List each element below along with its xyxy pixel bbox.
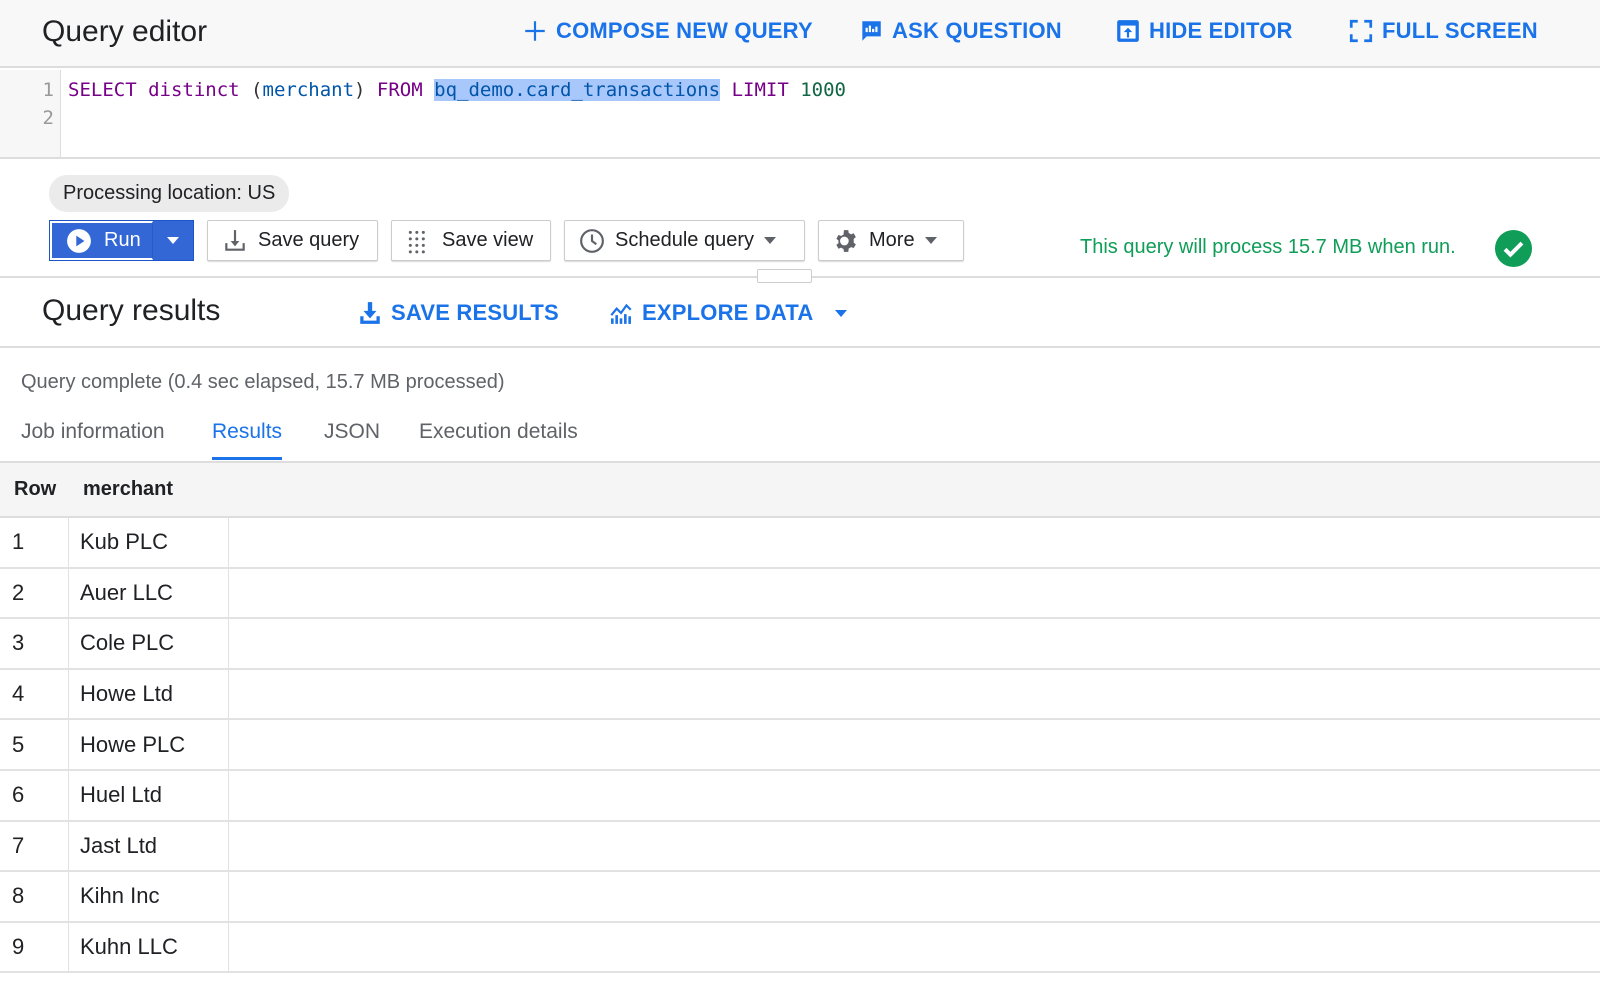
clock-icon <box>580 228 604 253</box>
merchant-cell[interactable]: Kihn Inc <box>69 872 229 921</box>
sql-editor[interactable]: 1 2 SELECT distinct (merchant) FROM bq_d… <box>0 70 1600 159</box>
more-button[interactable]: More <box>818 220 964 261</box>
table-row[interactable]: 4 Howe Ltd <box>0 669 1600 721</box>
download-icon <box>360 302 380 324</box>
results-header: Query results SAVE RESULTS EXPLORE DATA <box>0 276 1600 348</box>
plus-icon <box>525 21 545 41</box>
line-number: 1 <box>42 79 54 101</box>
results-title: Query results <box>42 294 221 327</box>
keyword: LIMIT <box>731 79 789 101</box>
merchant-cell[interactable]: Kub PLC <box>69 518 229 567</box>
keyword: SELECT <box>68 79 137 101</box>
column-header-merchant[interactable]: merchant <box>83 478 174 500</box>
table-row[interactable]: 1 Kub PLC <box>0 518 1600 569</box>
caret-down-icon <box>763 237 776 244</box>
merchant-cell[interactable]: Kuhn LLC <box>69 922 229 972</box>
code-line[interactable]: SELECT distinct (merchant) FROM bq_demo.… <box>68 76 846 104</box>
line-number: 2 <box>42 107 54 129</box>
table-row[interactable]: 9 Kuhn LLC <box>0 922 1600 974</box>
chart-icon <box>610 303 632 324</box>
table-row[interactable]: 3 Cole PLC <box>0 619 1600 670</box>
full-screen-button[interactable]: FULL SCREEN <box>1348 18 1538 44</box>
editor-title: Query editor <box>42 15 208 48</box>
row-number: 8 <box>0 872 69 921</box>
resize-handle[interactable] <box>757 269 812 283</box>
row-number: 1 <box>0 518 69 567</box>
run-label: Run <box>104 229 141 251</box>
tab-results[interactable]: Results <box>212 420 283 460</box>
row-number: 3 <box>0 619 69 668</box>
ask-label: ASK QUESTION <box>892 18 1062 43</box>
keyword: distinct <box>148 79 240 101</box>
save-results-button[interactable]: SAVE RESULTS <box>357 300 559 326</box>
row-number: 5 <box>0 720 69 769</box>
hide-editor-icon <box>1117 20 1139 42</box>
schedule-query-button[interactable]: Schedule query <box>564 220 805 261</box>
table-name-selected[interactable]: bq_demo.card_transactions <box>434 79 721 101</box>
play-icon <box>67 228 91 253</box>
table-row[interactable]: 7 Jast Ltd <box>0 821 1600 873</box>
run-button[interactable]: Run <box>50 221 153 260</box>
table-header: Row merchant <box>0 463 1600 518</box>
tab-job-information[interactable]: Job information <box>21 420 165 443</box>
table-row[interactable]: 2 Auer LLC <box>0 568 1600 620</box>
more-label: More <box>869 229 915 251</box>
caret-down-icon <box>835 309 848 317</box>
row-number: 7 <box>0 821 69 871</box>
save-view-label: Save view <box>442 229 534 251</box>
hide-editor-button[interactable]: HIDE EDITOR <box>1115 18 1293 44</box>
table-row[interactable]: 8 Kihn Inc <box>0 872 1600 923</box>
merchant-cell[interactable]: Auer LLC <box>69 568 229 618</box>
caret-down-icon <box>167 237 179 244</box>
field-name: merchant <box>262 79 355 101</box>
explore-data-button[interactable]: EXPLORE DATA <box>608 300 848 326</box>
results-table: Row merchant 1 Kub PLC 2 Auer LLC 3 Cole PLC 4… <box>0 461 1600 974</box>
run-options-dropdown[interactable] <box>153 221 193 260</box>
processing-location-chip[interactable]: Processing location: US <box>49 175 290 212</box>
line-gutter: 1 2 <box>0 70 61 157</box>
question-chart-icon <box>862 21 881 41</box>
save-view-button[interactable]: Save view <box>391 220 551 261</box>
row-number: 4 <box>0 669 69 719</box>
row-number: 2 <box>0 568 69 618</box>
editor-header: Query editor COMPOSE NEW QUERY ASK QUEST… <box>0 0 1600 68</box>
compose-new-query-button[interactable]: COMPOSE NEW QUERY <box>522 18 813 44</box>
query-estimate: This query will process 15.7 MB when run… <box>1080 236 1456 258</box>
full-label: FULL SCREEN <box>1382 18 1538 43</box>
row-number: 9 <box>0 922 69 972</box>
column-header-row: Row <box>14 478 57 500</box>
merchant-cell[interactable]: Howe PLC <box>69 720 229 769</box>
compose-label: COMPOSE NEW QUERY <box>556 18 813 43</box>
ask-question-button[interactable]: ASK QUESTION <box>858 18 1062 44</box>
save-results-label: SAVE RESULTS <box>391 300 559 325</box>
fullscreen-icon <box>1349 19 1373 43</box>
merchant-cell[interactable]: Cole PLC <box>69 619 229 668</box>
explore-data-label: EXPLORE DATA <box>642 300 814 325</box>
query-status: Query complete (0.4 sec elapsed, 15.7 MB… <box>21 371 505 393</box>
merchant-cell[interactable]: Howe Ltd <box>69 669 229 719</box>
run-button-group[interactable]: Run <box>49 220 194 261</box>
number: 1000 <box>800 79 846 101</box>
tab-execution-details[interactable]: Execution details <box>419 420 578 443</box>
table-row[interactable]: 6 Huel Ltd <box>0 770 1600 822</box>
save-query-button[interactable]: Save query <box>207 220 378 261</box>
save-query-label: Save query <box>258 229 360 251</box>
paren: ) <box>354 79 377 101</box>
row-number: 6 <box>0 770 69 820</box>
grid-dots-icon <box>408 230 425 253</box>
schedule-label: Schedule query <box>615 229 754 251</box>
tab-json[interactable]: JSON <box>324 420 381 443</box>
caret-down-icon <box>924 237 937 244</box>
hide-label: HIDE EDITOR <box>1149 18 1293 43</box>
download-icon <box>225 229 245 251</box>
merchant-cell[interactable]: Huel Ltd <box>69 770 229 820</box>
merchant-cell[interactable]: Jast Ltd <box>69 821 229 871</box>
valid-check-icon <box>1495 230 1532 267</box>
keyword: FROM <box>376 79 423 101</box>
paren: ( <box>239 79 263 101</box>
table-row[interactable]: 5 Howe PLC <box>0 720 1600 771</box>
gear-icon <box>836 229 856 252</box>
